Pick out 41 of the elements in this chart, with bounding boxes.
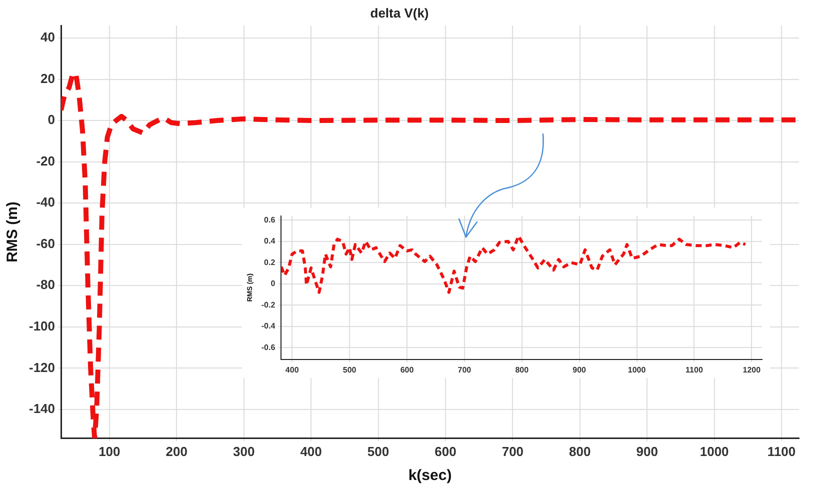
y-tick-label: 20 [40, 70, 56, 86]
x-tick-label: 1200 [742, 365, 762, 374]
x-tick-label: 800 [569, 444, 591, 459]
y-tick-label: 0.4 [264, 236, 276, 246]
x-tick-label: 600 [400, 365, 414, 374]
y-tick-label: 0.2 [264, 258, 276, 267]
x-tick-label: 100 [98, 444, 120, 459]
y-tick-label: -80 [36, 277, 56, 292]
y-tick-label: 40 [40, 30, 56, 45]
y-tick-label: 0 [270, 279, 276, 288]
x-tick-label: 200 [166, 444, 188, 459]
x-axis-title: k(sec) [408, 467, 452, 484]
x-tick-label: 800 [515, 365, 530, 374]
chart-title: delta V(k) [370, 5, 429, 20]
x-tick-label: 400 [285, 365, 300, 374]
y-tick-label: -100 [28, 318, 56, 334]
x-tick-label: 300 [232, 444, 255, 459]
y-tick-label: -20 [36, 153, 56, 168]
y-tick-label: 0.6 [264, 215, 276, 224]
x-tick-label: 1100 [767, 444, 796, 459]
x-tick-label: 400 [300, 444, 322, 459]
line-series [281, 234, 747, 294]
y-tick-label: -60 [36, 236, 56, 251]
x-tick-label: 1000 [700, 444, 729, 459]
y-tick-label: -120 [28, 360, 56, 375]
x-tick-label: 1100 [686, 365, 704, 374]
x-tick-label: 900 [572, 365, 587, 374]
x-tick-label: 900 [636, 444, 658, 459]
x-tick-label: 500 [342, 365, 357, 374]
x-tick-label: 1000 [628, 365, 646, 374]
y-tick-label: -40 [36, 194, 56, 210]
y-tick-label: -0.4 [261, 322, 276, 331]
y-tick-label: 0 [48, 112, 56, 128]
y-tick-label: -0.6 [261, 342, 276, 352]
y-tick-label: -140 [28, 401, 56, 416]
y-tick-label: -0.2 [261, 300, 276, 310]
x-tick-label: 600 [434, 444, 456, 459]
x-tick-label: 500 [367, 444, 390, 459]
x-tick-label: 700 [458, 365, 472, 374]
x-tick-label: 700 [502, 444, 524, 459]
y-axis-title: RMS (m) [4, 202, 22, 262]
